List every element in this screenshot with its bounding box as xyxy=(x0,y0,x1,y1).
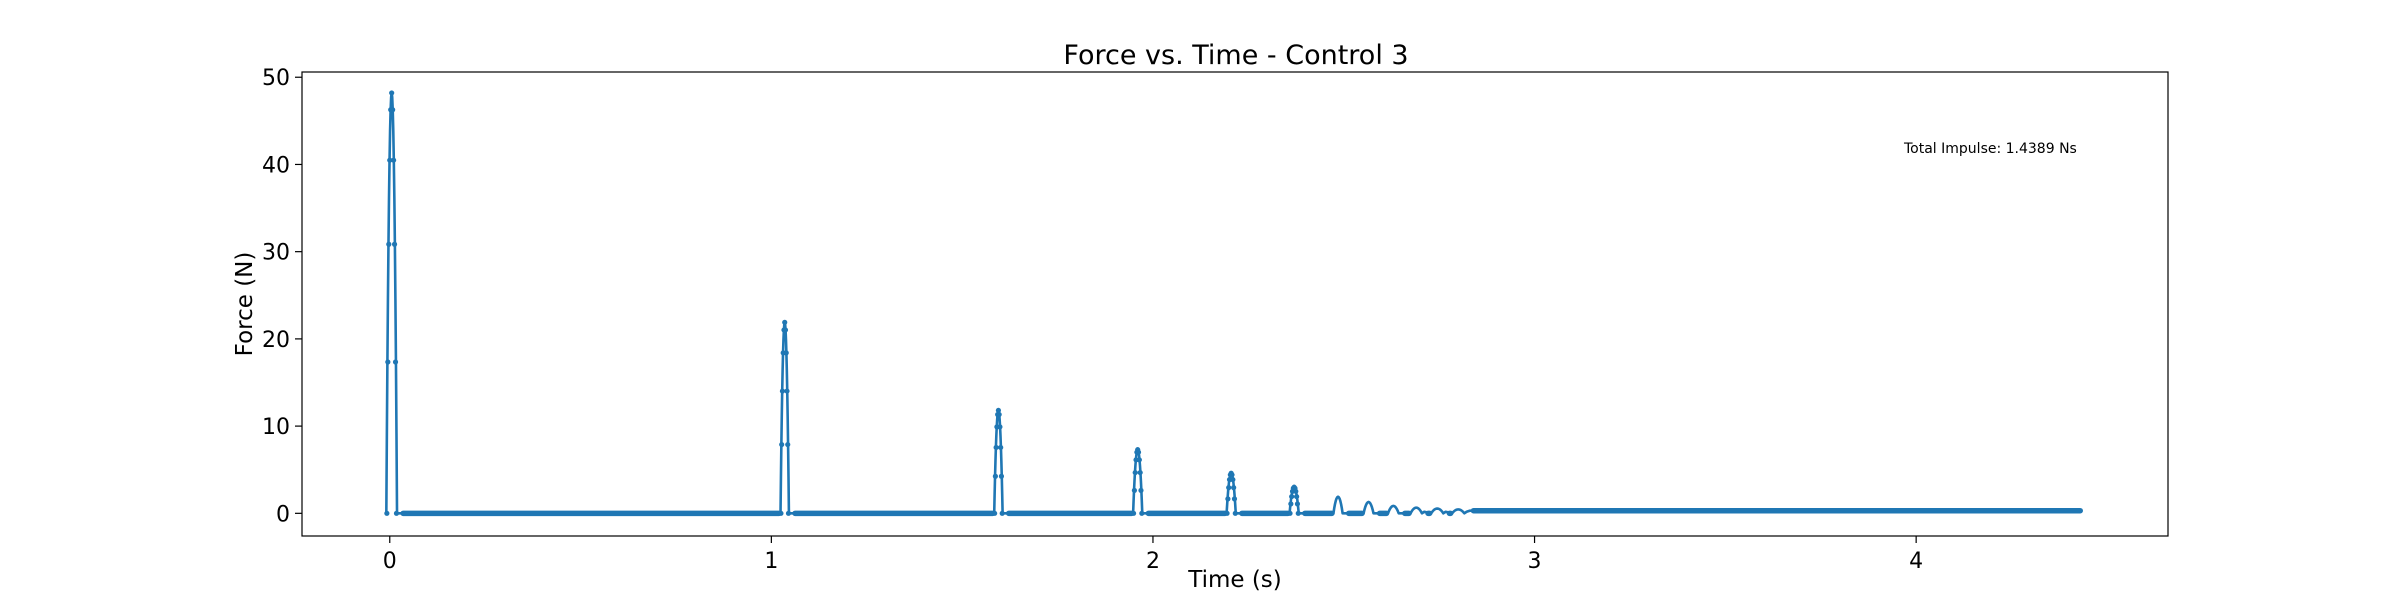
sample-point xyxy=(1231,485,1237,491)
total-impulse-annotation: Total Impulse: 1.4389 Ns xyxy=(1903,141,2077,157)
sample-point xyxy=(1287,510,1293,516)
sample-point xyxy=(1294,501,1301,507)
x-tick-label: 4 xyxy=(1909,549,1923,574)
sample-point xyxy=(1231,496,1238,502)
sample-point xyxy=(997,424,1003,430)
y-tick-label: 40 xyxy=(262,153,290,178)
sample-point xyxy=(784,388,790,394)
sample-point xyxy=(1295,510,1301,516)
y-axis: 0 10 20 30 40 50 xyxy=(262,66,302,527)
x-tick-label: 3 xyxy=(1528,549,1542,574)
sample-point xyxy=(1139,510,1145,516)
sample-point xyxy=(385,359,391,365)
y-axis-label: Force (N) xyxy=(232,252,258,357)
sample-point xyxy=(1230,477,1236,483)
x-tick-label: 2 xyxy=(1146,549,1160,574)
x-tick-label: 1 xyxy=(764,549,778,574)
sample-point xyxy=(1137,469,1143,476)
sample-point xyxy=(785,441,791,448)
sample-point xyxy=(999,510,1005,516)
x-axis: 0 1 2 3 4 xyxy=(383,536,1923,574)
y-tick-label: 0 xyxy=(276,502,290,527)
sample-point xyxy=(1225,496,1231,502)
x-tick-label: 0 xyxy=(383,549,397,574)
sample-point xyxy=(386,241,392,247)
sample-point xyxy=(1132,469,1138,476)
sample-point xyxy=(782,319,788,325)
sample-point xyxy=(1135,449,1142,455)
sample-point xyxy=(992,510,998,516)
sample-point xyxy=(992,473,998,479)
sample-point xyxy=(1226,485,1232,491)
sample-point xyxy=(993,444,999,451)
sample-point xyxy=(778,510,784,516)
sample-point xyxy=(393,510,400,516)
sample-point xyxy=(779,388,786,394)
sample-point xyxy=(782,327,789,333)
y-tick-label: 50 xyxy=(262,66,290,91)
sample-point xyxy=(783,350,789,356)
sample-point xyxy=(1131,487,1137,494)
sample-point xyxy=(387,157,393,163)
y-tick-label: 20 xyxy=(262,328,290,353)
sample-point xyxy=(1232,510,1238,516)
sample-point xyxy=(996,411,1002,418)
y-tick-label: 10 xyxy=(262,415,290,440)
sample-point xyxy=(390,157,397,163)
sample-point xyxy=(785,510,792,516)
sample-point xyxy=(1294,493,1300,500)
sample-point xyxy=(389,90,395,96)
sample-point xyxy=(998,473,1005,479)
y-tick-label: 30 xyxy=(262,241,290,266)
sample-point xyxy=(1289,493,1295,500)
sample-point xyxy=(995,407,1002,414)
x-axis-label: Time (s) xyxy=(1187,567,1282,593)
sample-point xyxy=(1293,488,1299,494)
sample-point xyxy=(384,510,390,516)
sample-point xyxy=(392,359,399,365)
sample-point xyxy=(1288,501,1294,507)
sample-point xyxy=(391,241,398,247)
series-layer xyxy=(384,90,2083,517)
sample-point xyxy=(998,444,1004,451)
sample-point xyxy=(1229,472,1235,478)
plot-frame xyxy=(301,71,2169,537)
sample-point xyxy=(1224,510,1230,516)
sample-point xyxy=(1136,457,1142,463)
sample-point xyxy=(779,441,785,448)
chart-title: Force vs. Time - Control 3 xyxy=(1063,40,1408,71)
sample-point xyxy=(1130,510,1137,516)
sample-point xyxy=(390,107,396,113)
sample-point xyxy=(1138,487,1144,494)
